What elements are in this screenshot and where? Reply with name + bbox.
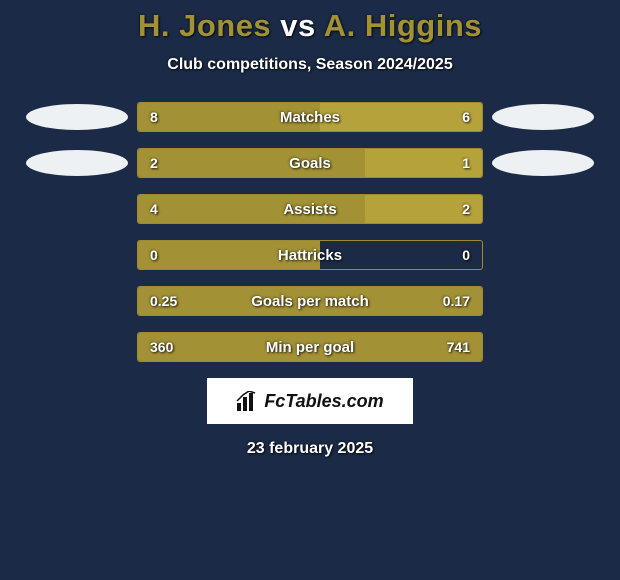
stat-row: 21Goals xyxy=(0,148,620,178)
brand-text: FcTables.com xyxy=(264,391,383,412)
stat-rows: 86Matches 21Goals 42Assists 00Hattricks 0.25… xyxy=(0,102,620,362)
stat-label: Goals per match xyxy=(138,287,482,315)
stat-row: 360741Min per goal xyxy=(0,332,620,362)
stat-row: 00Hattricks xyxy=(0,240,620,270)
right-side xyxy=(483,150,603,176)
stat-bar: 21Goals xyxy=(137,148,483,178)
subtitle: Club competitions, Season 2024/2025 xyxy=(0,56,620,74)
chart-icon xyxy=(236,391,258,411)
player-two-name: A. Higgins xyxy=(324,8,482,43)
title-vs: vs xyxy=(271,8,324,43)
stat-bar: 0.250.17Goals per match xyxy=(137,286,483,316)
left-side xyxy=(17,104,137,130)
stat-row: 0.250.17Goals per match xyxy=(0,286,620,316)
stat-label: Assists xyxy=(138,195,482,223)
stat-row: 86Matches xyxy=(0,102,620,132)
stat-label: Matches xyxy=(138,103,482,131)
stat-row: 42Assists xyxy=(0,194,620,224)
stat-label: Min per goal xyxy=(138,333,482,361)
stat-bar: 00Hattricks xyxy=(137,240,483,270)
brand-badge[interactable]: FcTables.com xyxy=(207,378,413,424)
player-one-name: H. Jones xyxy=(138,8,271,43)
right-side xyxy=(483,104,603,130)
player-one-ellipse xyxy=(26,104,128,130)
page-title: H. Jones vs A. Higgins xyxy=(0,0,620,44)
stat-bar: 86Matches xyxy=(137,102,483,132)
footer-date: 23 february 2025 xyxy=(0,440,620,458)
stat-bar: 42Assists xyxy=(137,194,483,224)
stat-label: Goals xyxy=(138,149,482,177)
player-two-ellipse xyxy=(492,150,594,176)
player-one-ellipse xyxy=(26,150,128,176)
player-two-ellipse xyxy=(492,104,594,130)
stat-bar: 360741Min per goal xyxy=(137,332,483,362)
left-side xyxy=(17,150,137,176)
stat-label: Hattricks xyxy=(138,241,482,269)
